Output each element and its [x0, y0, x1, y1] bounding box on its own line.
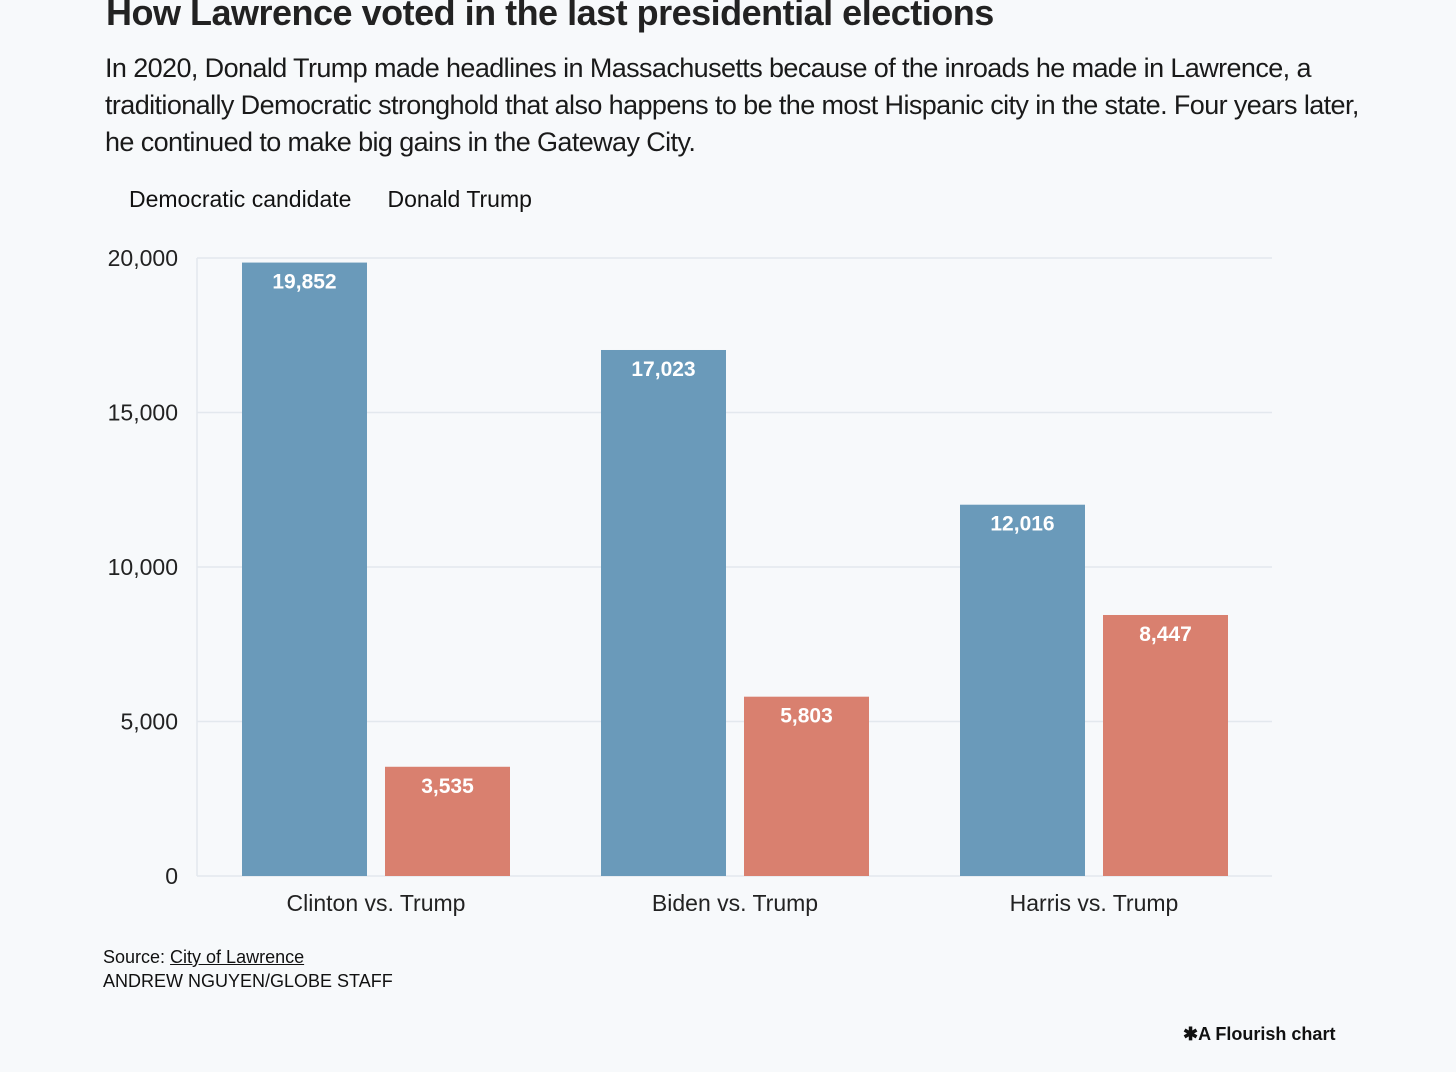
source-note: Source: City of Lawrence ANDREW NGUYEN/G…	[103, 945, 393, 993]
bar-democratic	[960, 504, 1085, 876]
data-label: 12,016	[990, 513, 1054, 536]
legend-trump: Donald Trump	[387, 186, 532, 212]
legend-democratic: Democratic candidate	[129, 186, 352, 212]
bar-trump	[385, 766, 510, 876]
y-tick-label: 10,000	[108, 554, 178, 580]
y-tick-label: 5,000	[120, 709, 178, 735]
data-label: 17,023	[631, 358, 695, 381]
x-tick-label: Biden vs. Trump	[652, 890, 818, 916]
data-label: 3,535	[421, 775, 474, 798]
y-tick-label: 0	[165, 863, 178, 889]
data-label: 5,803	[780, 705, 833, 728]
x-tick-label: Harris vs. Trump	[1010, 890, 1179, 916]
flourish-credit[interactable]: ✱A Flourish chart	[1183, 1024, 1336, 1044]
legend: Democratic candidate Donald Trump	[129, 186, 532, 213]
source-link[interactable]: City of Lawrence	[170, 947, 305, 967]
y-tick-label: 20,000	[108, 245, 178, 271]
bar-democratic	[601, 349, 726, 877]
credit: ANDREW NGUYEN/GLOBE STAFF	[103, 971, 393, 991]
chart-title: How Lawrence voted in the last president…	[106, 0, 994, 33]
data-label: 19,852	[272, 271, 336, 294]
bar-trump	[1103, 614, 1228, 876]
x-tick-label: Clinton vs. Trump	[287, 890, 466, 916]
flourish-asterisk-icon: ✱	[1183, 1024, 1199, 1044]
source-prefix: Source:	[103, 947, 171, 967]
y-tick-label: 15,000	[108, 400, 178, 426]
bar-trump	[744, 696, 869, 876]
chart-subtitle: In 2020, Donald Trump made headlines in …	[105, 53, 1359, 157]
data-label: 8,447	[1139, 623, 1192, 646]
bar-democratic	[242, 262, 367, 876]
